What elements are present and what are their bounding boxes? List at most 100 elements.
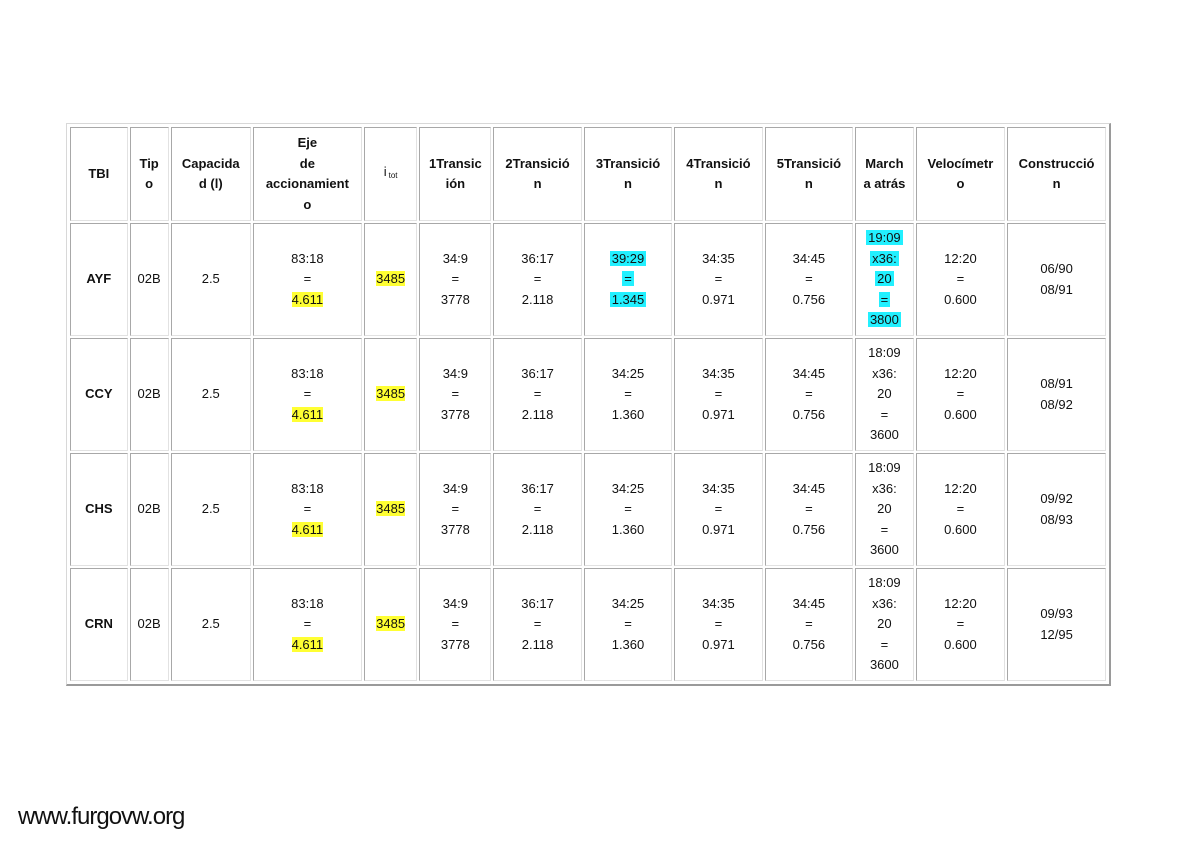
header-transicion-2-line: 2Transició <box>505 155 570 171</box>
cell-construccion: 09/92 08/93 <box>1007 453 1106 566</box>
marcha-atras-line: 20 <box>858 269 911 290</box>
cell-itot: 3485 <box>363 338 418 451</box>
header-marcha-atras-line: a atrás <box>863 176 906 191</box>
eje-value: 83:18 <box>291 595 324 611</box>
header-capacidad-line: d (l) <box>198 176 223 191</box>
eje-value: = <box>303 386 312 402</box>
eje-highlight: 4.611 <box>291 521 324 537</box>
eje-line: 83:18 <box>256 364 359 385</box>
marcha-atras-line: 3600 <box>858 655 911 676</box>
transicion-2-line: = <box>496 384 578 405</box>
marcha-atras-value: = <box>880 521 889 537</box>
transicion-1-value: 34:9 <box>442 250 468 266</box>
transicion-5-value: 0.756 <box>792 521 826 537</box>
header-transicion-3: 3Transició n <box>583 127 673 221</box>
construccion-value: 06/90 <box>1040 261 1073 276</box>
transicion-3-value: 1.360 <box>611 406 645 422</box>
transicion-3-line: 39:29 <box>587 249 669 270</box>
transicion-3-value: = <box>624 616 632 632</box>
velocimetro-value: 12:20 <box>944 250 977 266</box>
transicion-2-line: 2.118 <box>496 635 578 656</box>
header-marcha-atras: March a atrás <box>855 127 914 221</box>
cell-code: CRN <box>70 568 128 681</box>
code-value: CCY <box>85 386 113 402</box>
marcha-atras-line: 19:09 <box>858 228 911 249</box>
transicion-5-value: 34:45 <box>792 250 826 266</box>
header-tipo-line: o <box>145 176 154 191</box>
capacidad-value: 2.5 <box>201 501 220 517</box>
cell-capacidad: 2.5 <box>170 568 251 681</box>
marcha-atras-line: 18:09 <box>858 458 911 479</box>
eje-line: 4.611 <box>256 635 359 656</box>
construccion-line: 06/90 <box>1010 259 1103 280</box>
cell-marcha-atras: 19:09 x36: 20 = 3800 <box>855 223 914 336</box>
transicion-1-value: 34:9 <box>442 480 468 496</box>
transicion-4-value: = <box>714 616 723 632</box>
velocimetro-line: 0.600 <box>919 520 1002 541</box>
marcha-atras-line: x36: <box>858 479 911 500</box>
marcha-atras-line: 20 <box>858 499 911 520</box>
velocimetro-line: = <box>919 269 1002 290</box>
transicion-4-line: 0.971 <box>677 405 759 426</box>
gearbox-table: TBI Tip o Capacida d (l) Eje de accionam… <box>68 125 1108 683</box>
marcha-atras-value: 18:09 <box>868 460 901 476</box>
table-row: AYF 02B 2.5 83:18 = 4.611 3485 34:9 = 3778 36:17 = 2… <box>70 223 1106 336</box>
transicion-4-value: 34:35 <box>702 595 735 611</box>
transicion-5-line: 0.756 <box>768 520 850 541</box>
table-row: CHS 02B 2.5 83:18 = 4.611 3485 34:9 = 3778 36:17 = 2… <box>70 453 1106 566</box>
header-construccion-line: Construcció <box>1018 155 1095 171</box>
transicion-2-value: 36:17 <box>521 365 554 381</box>
header-transicion-2: 2Transició n <box>493 127 582 221</box>
header-transicion-5-line: 5Transició <box>776 155 842 171</box>
velocimetro-line: 12:20 <box>919 249 1002 270</box>
transicion-3-highlight: = <box>622 271 634 287</box>
cell-tipo: 02B <box>129 568 169 681</box>
transicion-2-value: 36:17 <box>521 480 554 496</box>
transicion-3-highlight: 39:29 <box>609 250 647 266</box>
eje-highlight: 4.611 <box>291 636 324 652</box>
marcha-atras-line: 3600 <box>858 425 911 446</box>
itot-highlight: 3485 <box>376 616 406 632</box>
transicion-2-line: = <box>496 614 578 635</box>
marcha-atras-line: 18:09 <box>858 573 911 594</box>
eje-value: = <box>303 271 312 287</box>
cell-velocimetro: 12:20 = 0.600 <box>915 568 1006 681</box>
velocimetro-line: = <box>919 499 1002 520</box>
cell-transicion-3: 34:25 = 1.360 <box>583 338 673 451</box>
cell-transicion-2: 36:17 = 2.118 <box>493 568 582 681</box>
header-transicion-1: 1Transic ión <box>419 127 492 221</box>
transicion-2-value: = <box>533 386 542 402</box>
cell-transicion-3: 39:29 = 1.345 <box>583 223 673 336</box>
transicion-4-value: 34:35 <box>702 480 735 496</box>
cell-capacidad: 2.5 <box>170 338 251 451</box>
header-transicion-1-line: 1Transic <box>428 155 482 171</box>
marcha-atras-highlight: = <box>878 291 891 307</box>
eje-line: 83:18 <box>256 594 359 615</box>
transicion-2-line: 2.118 <box>496 290 578 311</box>
itot-value: 3485 <box>376 501 406 517</box>
marcha-atras-value: x36: <box>872 365 897 381</box>
marcha-atras-value: = <box>880 291 889 307</box>
transicion-1-value: = <box>451 501 460 517</box>
transicion-5-line: = <box>768 614 850 635</box>
header-transicion-4-line: n <box>714 176 723 191</box>
transicion-4-line: 34:35 <box>677 479 759 500</box>
header-transicion-5: 5Transició n <box>764 127 854 221</box>
header-transicion-5-line: n <box>804 176 813 191</box>
eje-value: = <box>303 616 312 632</box>
cell-transicion-3: 34:25 = 1.360 <box>583 568 673 681</box>
site-url-footer: www.furgovw.org <box>18 803 185 830</box>
transicion-4-value: 0.971 <box>702 521 735 537</box>
tipo-value: 02B <box>137 386 161 402</box>
cell-transicion-4: 34:35 = 0.971 <box>674 568 763 681</box>
construccion-line: 08/91 <box>1010 374 1103 395</box>
eje-line: = <box>256 614 359 635</box>
marcha-atras-line: 18:09 <box>858 343 911 364</box>
transicion-3-line: 34:25 <box>587 364 669 385</box>
cell-transicion-5: 34:45 = 0.756 <box>764 568 854 681</box>
marcha-atras-highlight: 20 <box>875 271 894 287</box>
transicion-1-value: 34:9 <box>442 365 468 381</box>
transicion-2-line: = <box>496 269 578 290</box>
cell-eje: 83:18 = 4.611 <box>252 223 362 336</box>
table-body: AYF 02B 2.5 83:18 = 4.611 3485 34:9 = 3778 36:17 = 2… <box>70 223 1106 681</box>
